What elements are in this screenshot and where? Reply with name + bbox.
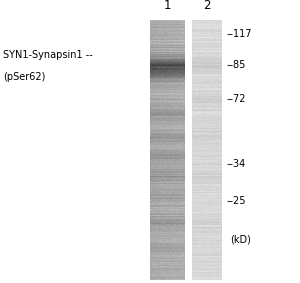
Text: (pSer62): (pSer62) xyxy=(3,72,45,83)
Text: --34: --34 xyxy=(227,159,246,169)
Text: SYN1-Synapsin1 --: SYN1-Synapsin1 -- xyxy=(3,50,93,61)
Text: 1: 1 xyxy=(164,0,171,12)
Text: --117: --117 xyxy=(227,29,253,39)
Text: --85: --85 xyxy=(227,61,246,70)
Text: (kD): (kD) xyxy=(230,235,251,245)
Text: --72: --72 xyxy=(227,94,247,104)
Text: --25: --25 xyxy=(227,196,247,206)
Text: 2: 2 xyxy=(203,0,211,12)
